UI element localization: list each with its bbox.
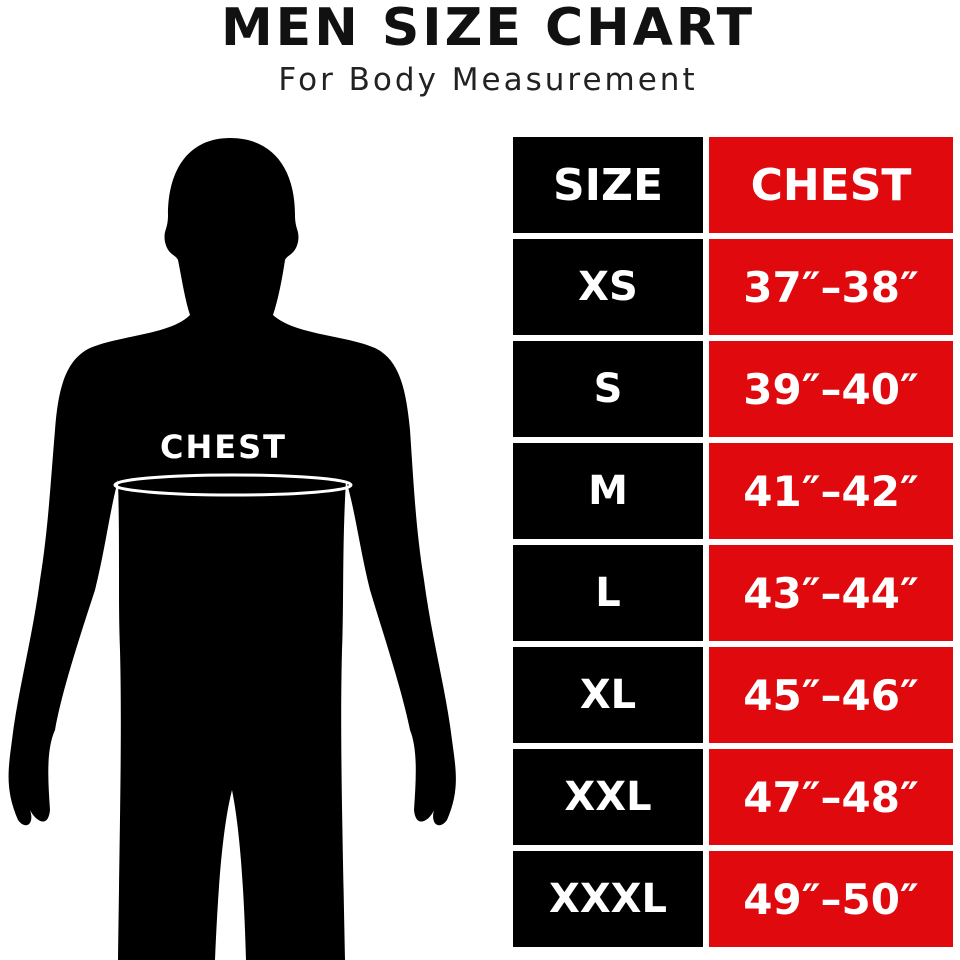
chest-measure-line: [113, 473, 353, 497]
size-cell: L: [513, 545, 703, 641]
page-title: MEN SIZE CHART: [220, 0, 756, 58]
header-size: SIZE: [513, 137, 703, 233]
table-header-row: SIZE CHEST: [513, 137, 953, 233]
header-chest: CHEST: [709, 137, 953, 233]
chest-cell: 41″–42″: [709, 443, 953, 539]
size-cell: XL: [513, 647, 703, 743]
table-row: M 41″–42″: [513, 443, 953, 539]
size-table: SIZE CHEST XS 37″–38″ S 39″–40″ M 41″–42″ L…: [513, 137, 953, 953]
table-row: S 39″–40″: [513, 341, 953, 437]
chest-cell: 45″–46″: [709, 647, 953, 743]
table-row: XXL 47″–48″: [513, 749, 953, 845]
size-cell: M: [513, 443, 703, 539]
size-cell: XS: [513, 239, 703, 335]
chest-cell: 47″–48″: [709, 749, 953, 845]
body-silhouette: [8, 138, 456, 960]
page-subtitle: For Body Measurement: [278, 62, 698, 98]
table-row: XL 45″–46″: [513, 647, 953, 743]
chest-label: CHEST: [160, 428, 287, 466]
table-row: L 43″–44″: [513, 545, 953, 641]
chest-cell: 43″–44″: [709, 545, 953, 641]
size-cell: XXL: [513, 749, 703, 845]
chest-cell: 37″–38″: [709, 239, 953, 335]
size-cell: XXXL: [513, 851, 703, 947]
size-cell: S: [513, 341, 703, 437]
chest-cell: 49″–50″: [709, 851, 953, 947]
table-row: XS 37″–38″: [513, 239, 953, 335]
chest-cell: 39″–40″: [709, 341, 953, 437]
table-row: XXXL 49″–50″: [513, 851, 953, 947]
